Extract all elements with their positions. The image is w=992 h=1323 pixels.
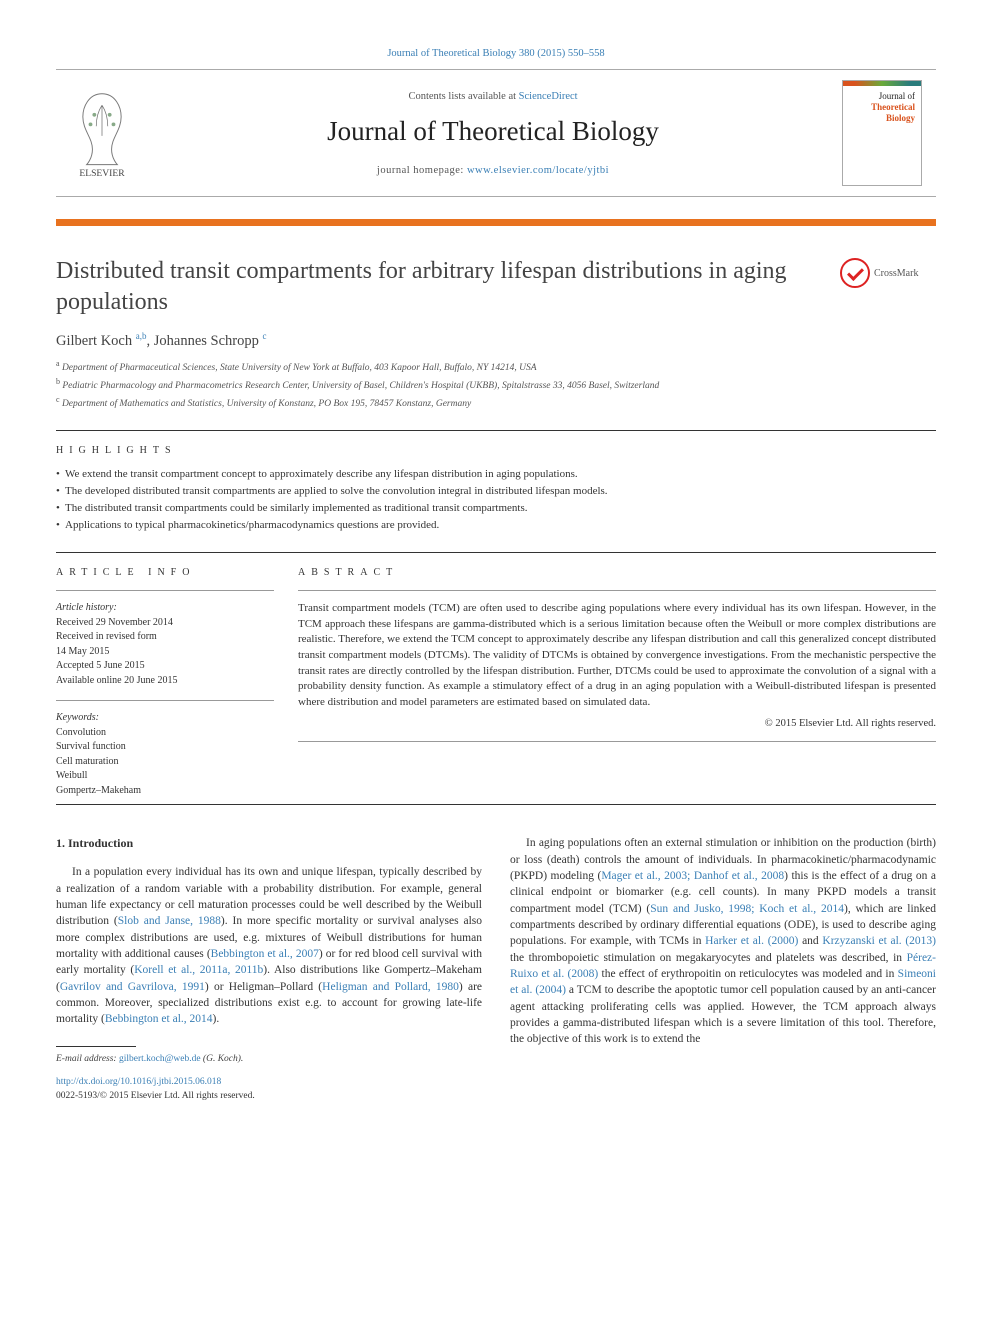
affiliations-block: a Department of Pharmaceutical Sciences,… — [56, 358, 936, 412]
doi-link[interactable]: http://dx.doi.org/10.1016/j.jtbi.2015.06… — [56, 1077, 221, 1087]
citation-link[interactable]: Korell et al., 2011a, 2011b — [134, 964, 263, 976]
citation-link[interactable]: Bebbington et al., 2014 — [105, 1013, 213, 1025]
footnote-divider — [56, 1046, 136, 1047]
doi-line: http://dx.doi.org/10.1016/j.jtbi.2015.06… — [56, 1076, 482, 1089]
issn-line: 0022-5193/© 2015 Elsevier Ltd. All right… — [56, 1090, 482, 1103]
divider — [298, 590, 936, 591]
citation-link[interactable]: Heligman and Pollard, 1980 — [322, 981, 459, 993]
contents-line: Contents lists available at ScienceDirec… — [144, 91, 842, 102]
body-column-left: 1. Introduction In a population every in… — [56, 835, 482, 1103]
article-history-block: Article history: Received 29 November 20… — [56, 601, 274, 688]
highlight-item: The developed distributed transit compar… — [56, 483, 936, 500]
article-info-heading: ARTICLE INFO — [56, 567, 274, 578]
divider — [56, 804, 936, 805]
citation-link[interactable]: Krzyzanski et al. (2013) — [822, 935, 936, 947]
crossmark-badge[interactable]: CrossMark — [840, 256, 936, 290]
corresponding-author-footnote: E-mail address: gilbert.koch@web.de (G. … — [56, 1053, 482, 1066]
crossmark-label: CrossMark — [874, 268, 918, 279]
svg-text:ELSEVIER: ELSEVIER — [79, 168, 125, 178]
body-columns: 1. Introduction In a population every in… — [56, 835, 936, 1103]
running-header: Journal of Theoretical Biology 380 (2015… — [56, 48, 936, 59]
highlight-item: We extend the transit compartment concep… — [56, 466, 936, 483]
elsevier-logo-icon: ELSEVIER — [60, 88, 144, 178]
intro-paragraph-2: In aging populations often an external s… — [510, 835, 936, 1047]
copyright-line: © 2015 Elsevier Ltd. All rights reserved… — [298, 718, 936, 729]
highlight-item: Applications to typical pharmacokinetics… — [56, 517, 936, 534]
authors-line: Gilbert Koch a,b, Johannes Schropp c — [56, 331, 936, 350]
citation-link[interactable]: Sun and Jusko, 1998; Koch et al., 2014 — [650, 903, 844, 915]
body-column-right: In aging populations often an external s… — [510, 835, 936, 1103]
journal-header-box: ELSEVIER Contents lists available at Sci… — [56, 69, 936, 197]
article-title: Distributed transit compartments for arb… — [56, 256, 820, 317]
divider-bar — [56, 219, 936, 226]
divider — [298, 741, 936, 742]
sciencedirect-link[interactable]: ScienceDirect — [519, 91, 578, 102]
citation-link[interactable]: Bebbington et al., 2007 — [211, 948, 319, 960]
author-2: Johannes Schropp — [154, 333, 259, 349]
divider — [56, 590, 274, 591]
highlights-heading: HIGHLIGHTS — [56, 445, 936, 456]
divider — [56, 700, 274, 701]
keywords-block: Keywords: Convolution Survival function … — [56, 711, 274, 798]
abstract-heading: ABSTRACT — [298, 567, 936, 578]
divider — [56, 430, 936, 431]
author-1-affil-link[interactable]: a,b — [136, 331, 147, 341]
section-heading-intro: 1. Introduction — [56, 835, 482, 852]
divider — [56, 552, 936, 553]
citation-link[interactable]: Harker et al. (2000) — [705, 935, 798, 947]
abstract-text: Transit compartment models (TCM) are oft… — [298, 601, 936, 710]
citation-link[interactable]: Mager et al., 2003; Danhof et al., 2008 — [601, 870, 784, 882]
journal-homepage-line: journal homepage: www.elsevier.com/locat… — [144, 165, 842, 176]
journal-name: Journal of Theoretical Biology — [144, 116, 842, 147]
author-1: Gilbert Koch — [56, 333, 132, 349]
highlights-list: We extend the transit compartment concep… — [56, 466, 936, 534]
journal-homepage-link[interactable]: www.elsevier.com/locate/yjtbi — [467, 165, 609, 176]
crossmark-icon — [840, 258, 870, 288]
citation-link[interactable]: Gavrilov and Gavrilova, 1991 — [60, 981, 205, 993]
intro-paragraph-1: In a population every individual has its… — [56, 864, 482, 1027]
citation-link[interactable]: Slob and Janse, 1988 — [118, 915, 221, 927]
author-2-affil-link[interactable]: c — [262, 331, 266, 341]
highlight-item: The distributed transit compartments cou… — [56, 500, 936, 517]
journal-issue-link[interactable]: Journal of Theoretical Biology 380 (2015… — [387, 48, 604, 59]
email-link[interactable]: gilbert.koch@web.de — [119, 1054, 201, 1064]
journal-cover-thumbnail: Journal of Theoretical Biology — [842, 80, 922, 186]
